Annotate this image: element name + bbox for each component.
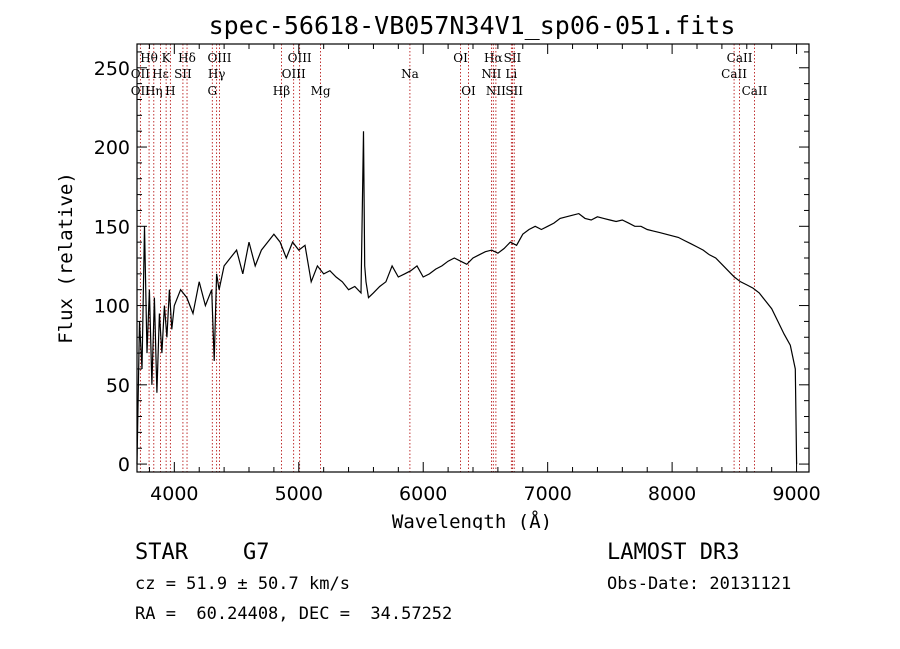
line-marker-label: K: [162, 51, 172, 65]
redshift-cz: cz = 51.9 ± 50.7 km/s: [135, 574, 350, 594]
x-tick-label: 5000: [275, 483, 323, 505]
x-tick-label: 9000: [772, 483, 820, 505]
flux-series-line: [136, 131, 798, 465]
line-marker-label: G: [207, 84, 217, 98]
line-marker-label: Hα: [484, 51, 503, 65]
line-marker-label: CaII: [727, 51, 753, 65]
line-marker-label: Mg: [311, 84, 331, 98]
obs-date: Obs-Date: 20131121: [607, 574, 792, 594]
line-marker-label: Hδ: [178, 51, 196, 65]
y-axis-label: Flux (relative): [55, 172, 77, 344]
y-tick-label: 250: [94, 58, 130, 80]
line-marker-label: SII: [174, 67, 192, 81]
line-marker-label: NII: [481, 67, 501, 81]
y-tick-label: 50: [106, 375, 130, 397]
line-marker-label: H: [165, 84, 175, 98]
line-marker-label: Hγ: [208, 67, 226, 81]
line-marker-label: CaII: [721, 67, 747, 81]
line-marker-label: OI: [461, 84, 476, 98]
line-marker-label: Hη: [145, 84, 163, 98]
x-tick-label: 8000: [648, 483, 696, 505]
x-tick-label: 6000: [399, 483, 447, 505]
line-marker-label: OII: [131, 84, 151, 98]
y-tick-label: 150: [94, 216, 130, 238]
x-axis-label: Wavelength (Å): [392, 510, 552, 530]
y-tick-label: 0: [118, 454, 130, 476]
line-marker-label: Li: [505, 67, 517, 81]
coordinates: RA = 60.24408, DEC = 34.57252: [135, 604, 453, 624]
y-tick-label: 200: [94, 137, 130, 159]
line-marker-label: Na: [401, 67, 419, 81]
line-marker-label: NII: [486, 84, 506, 98]
line-marker-label: CaII: [742, 84, 768, 98]
spectrum-chart: spec-56618-VB057N34V1_sp06-051.fits Hθ K H…: [55, 11, 821, 530]
x-tick-label: 7000: [523, 483, 571, 505]
line-marker-label: Hε: [152, 67, 169, 81]
chart-title: spec-56618-VB057N34V1_sp06-051.fits: [209, 11, 736, 40]
x-tick-label: 4000: [150, 483, 198, 505]
y-tick-label: 100: [94, 296, 130, 318]
survey-name: LAMOST DR3: [607, 540, 740, 565]
line-marker-label: OIII: [207, 51, 231, 65]
line-marker-label: Hβ: [273, 84, 290, 98]
object-subclass: G7: [243, 540, 270, 565]
line-marker-label: OII: [131, 67, 151, 81]
object-class: STAR: [135, 540, 188, 565]
line-marker-label: OIII: [288, 51, 312, 65]
line-marker-label: OI: [453, 51, 468, 65]
line-marker-label: OIII: [282, 67, 306, 81]
line-marker-label: Hθ: [140, 51, 158, 65]
line-marker-label: SII: [504, 51, 522, 65]
axis-ticks: 4000 5000 6000 7000 8000 9000 0 50 100 150 200 250: [94, 44, 821, 505]
line-marker-label: SII: [505, 84, 523, 98]
